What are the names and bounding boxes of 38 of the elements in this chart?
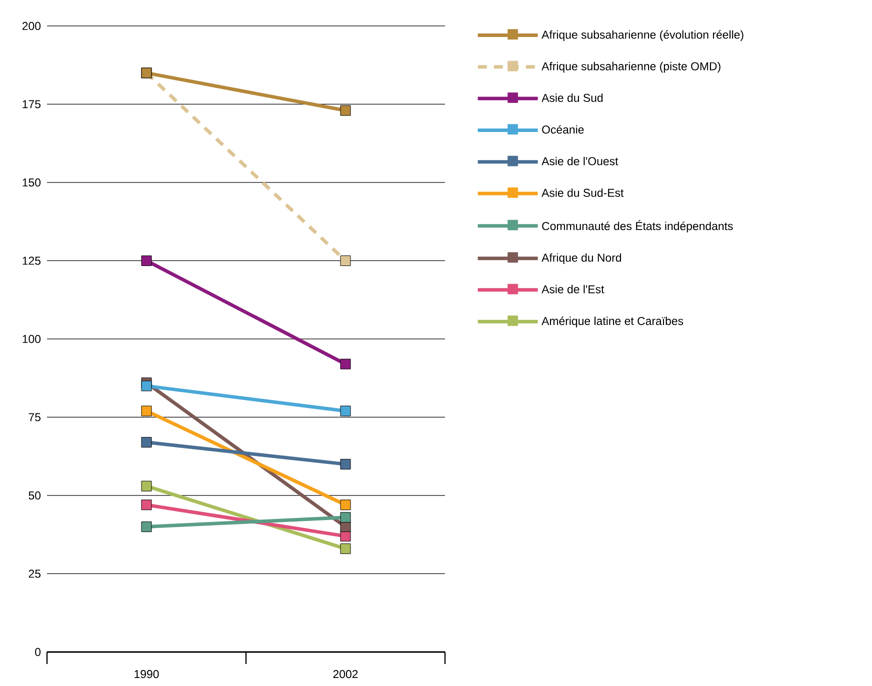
legend-label: Asie du Sud-Est	[542, 188, 624, 197]
point	[340, 458, 351, 470]
point	[141, 255, 152, 266]
y-tick-label: 25	[28, 570, 41, 578]
point	[340, 522, 351, 532]
legend-label: Océanie	[542, 125, 584, 134]
legend-label: Communauté des États indépendants	[542, 220, 733, 232]
x-tick-label: 2002	[333, 670, 358, 678]
legend-label: Asie du Sud	[542, 94, 603, 102]
point	[141, 522, 152, 532]
y-tick-label: 200	[22, 22, 41, 30]
y-tick-label: 125	[22, 256, 41, 265]
y-tick-label: 75	[28, 413, 41, 422]
y-tick-label: 100	[22, 334, 41, 344]
point	[340, 406, 351, 416]
legend-label: Afrique du Nord	[542, 253, 622, 264]
point	[340, 530, 351, 542]
point	[340, 512, 351, 523]
y-tick-label: 175	[22, 100, 41, 108]
x-tick-label: 1990	[134, 670, 159, 678]
legend-label: Afrique subsaharienne (piste OMD)	[542, 62, 720, 73]
point	[141, 480, 152, 492]
point	[141, 500, 152, 510]
point	[340, 500, 351, 510]
y-tick-label: 50	[28, 491, 41, 500]
y-tick-label: 150	[22, 178, 41, 187]
legend-label: Amérique latine et Caraïbes	[542, 316, 684, 328]
point	[141, 437, 152, 448]
point	[340, 358, 351, 370]
legend-label: Afrique subsaharienne (évolution réelle)	[542, 30, 744, 41]
point	[141, 380, 152, 392]
legend-label: Asie de l'Est	[542, 284, 604, 294]
y-tick-label: 0	[35, 648, 41, 656]
point	[340, 543, 351, 554]
legend-label: Asie de l'Ouest	[542, 156, 618, 166]
point	[340, 255, 351, 266]
point	[141, 406, 152, 416]
point	[340, 105, 351, 116]
